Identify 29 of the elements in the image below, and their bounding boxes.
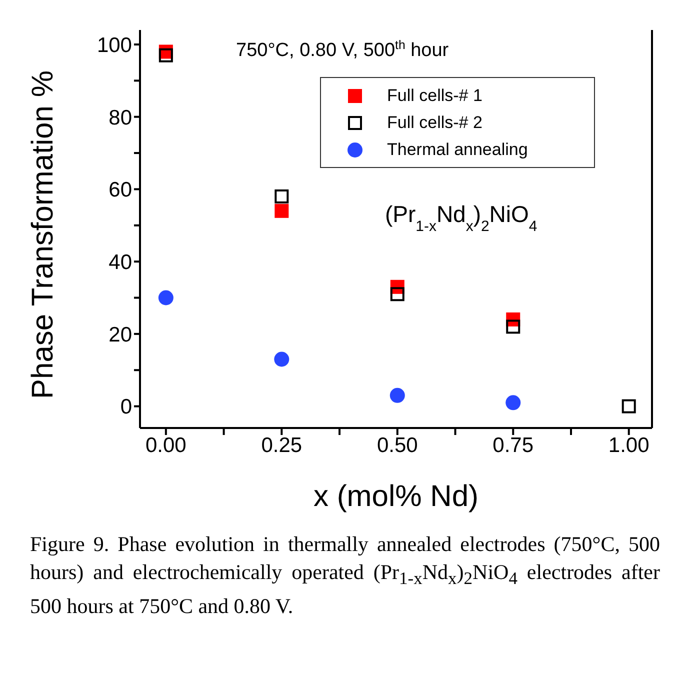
point	[506, 395, 521, 410]
point	[274, 189, 289, 204]
point	[622, 399, 636, 414]
annotation: 750°C, 0.80 V, 500$^{th}$ hour	[236, 38, 450, 61]
legend-label: Full cells-# 2	[387, 112, 482, 132]
y-tick-label: 100	[96, 34, 132, 57]
x-tick-label: 1.00	[608, 434, 650, 457]
point	[158, 290, 174, 306]
x-axis-title: x (mol% Nd)	[313, 480, 479, 513]
text: Figure 9. Phase evolution in thermally annealed electrodes (750°C, 500 hours) and electrochemically operated (Pr$_{1-x}$Nd$_{x}$)$_{2}$NiO$_{4}$ electrodes after 500 hours at 750°C and 0.80 V.	[30, 532, 660, 618]
point	[274, 204, 289, 218]
point	[158, 48, 173, 62]
legend-label: Thermal annealing	[387, 140, 528, 160]
y-tick-label: 80	[108, 106, 132, 130]
y-tick-label: 60	[108, 178, 132, 202]
point	[506, 320, 520, 334]
point	[274, 352, 290, 367]
x-tick-label: 0.00	[145, 434, 186, 457]
x-tick-label: 0.50	[376, 434, 418, 457]
y-tick-label: 40	[108, 251, 132, 274]
x-tick-label: 0.75	[492, 434, 534, 457]
y-axis-title: Phase Transformation %	[26, 70, 60, 399]
y-tick-label: 20	[108, 323, 132, 346]
point	[390, 287, 404, 302]
y-tick-label: 0	[120, 396, 132, 419]
legend-label: Full cells-# 1	[387, 86, 482, 106]
point	[390, 388, 405, 403]
x-tick-label: 0.25	[261, 434, 302, 457]
annotation: (Pr$_{1-x}$Nd$_{x}$)$_{2}$NiO$_{4}$	[385, 201, 538, 234]
